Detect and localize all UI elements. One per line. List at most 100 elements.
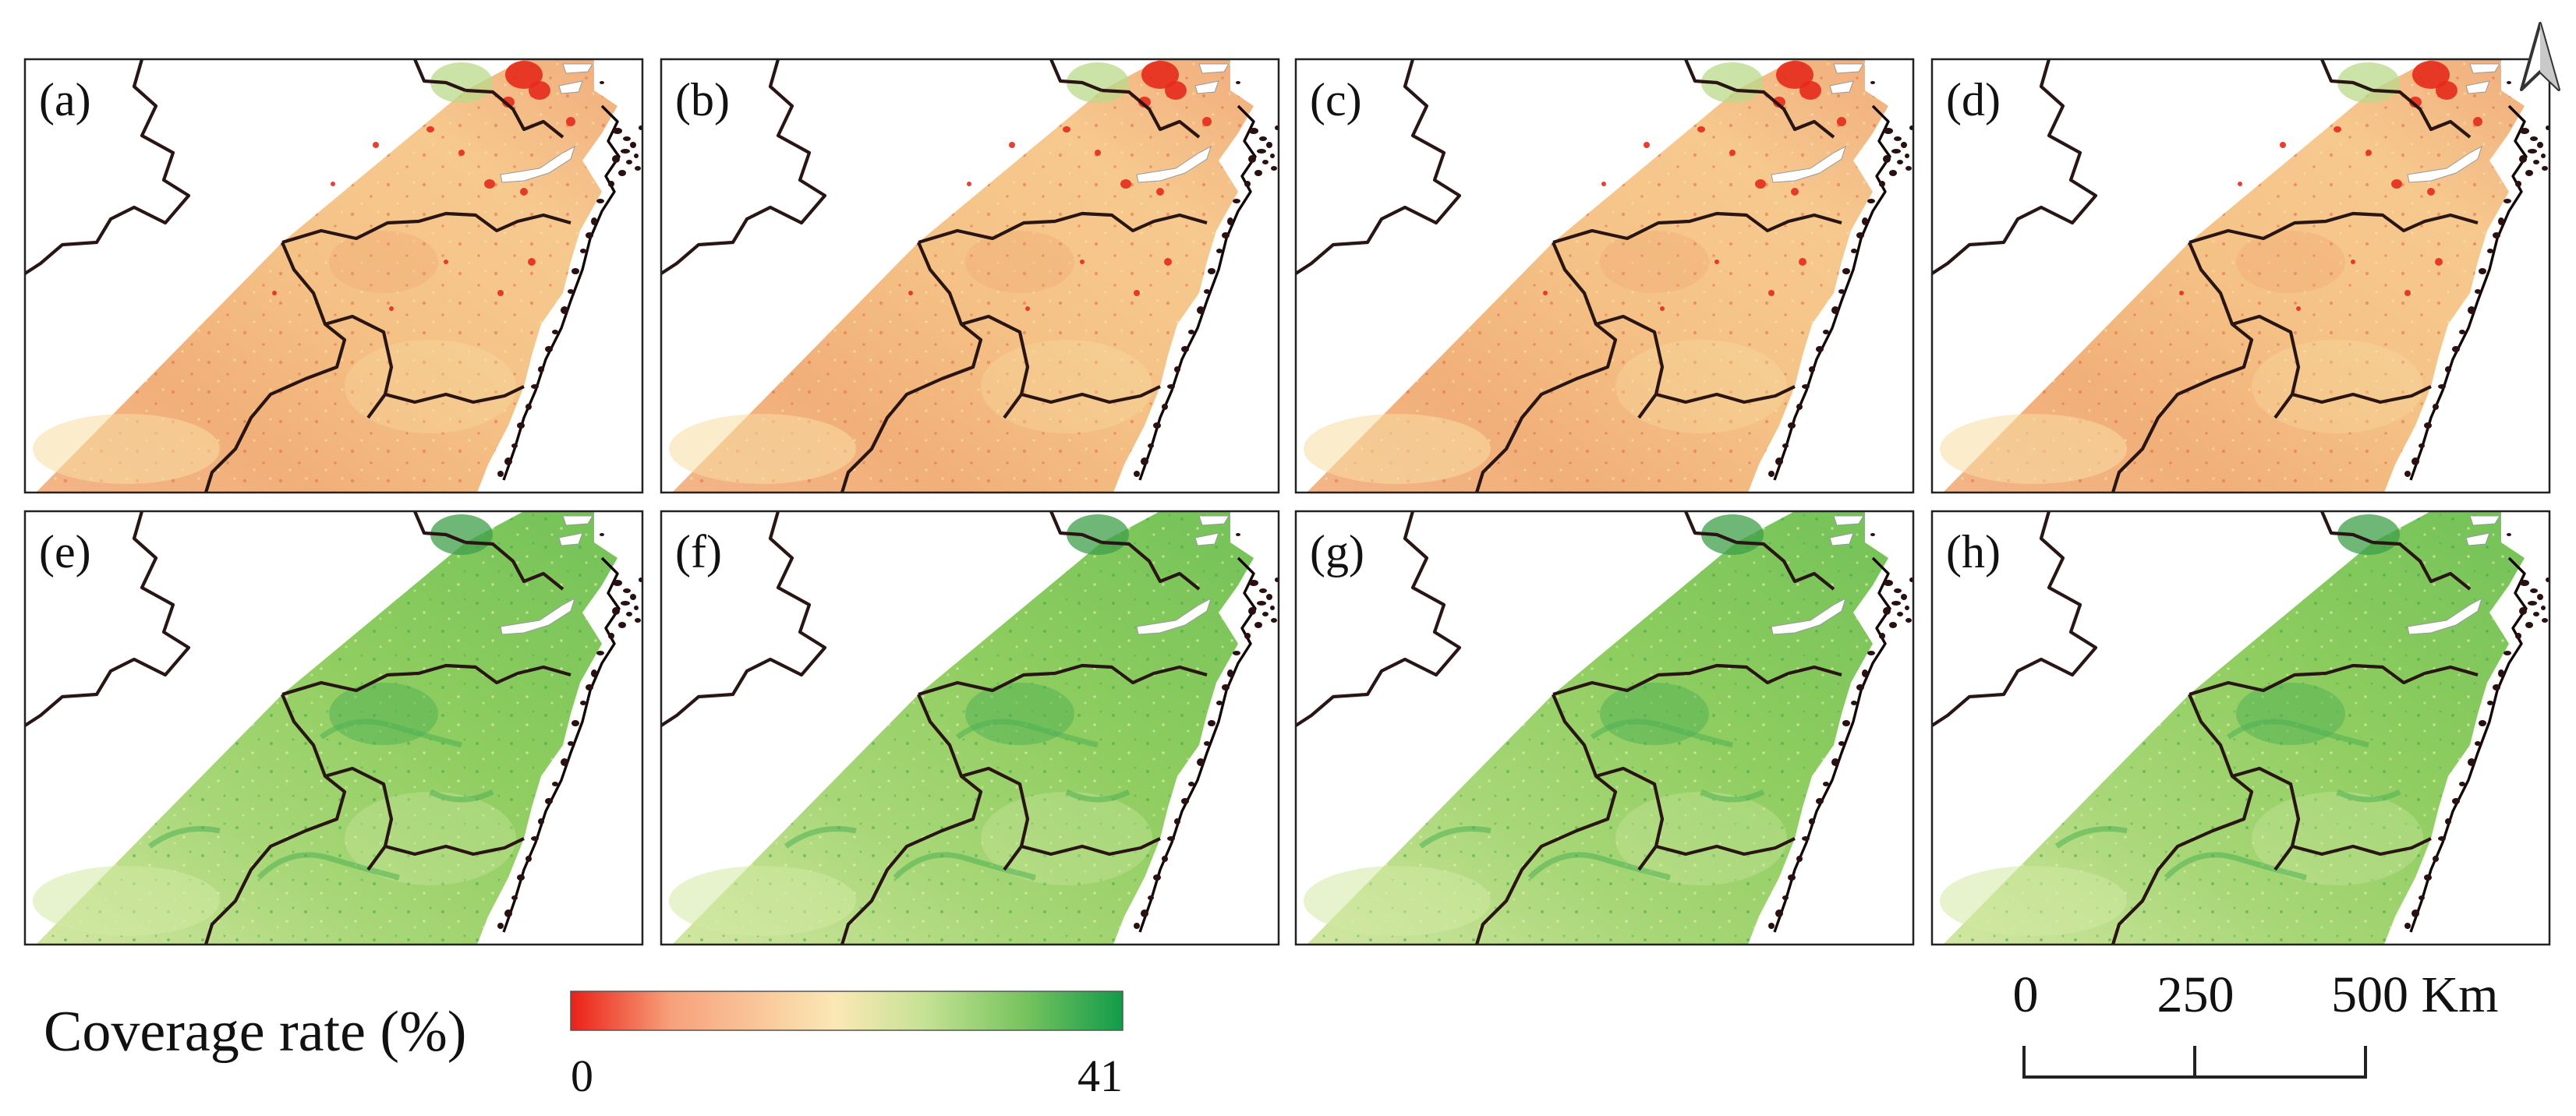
island xyxy=(1831,306,1839,314)
island xyxy=(580,249,586,253)
tone-zone xyxy=(345,340,516,433)
island xyxy=(2519,607,2527,615)
province-border xyxy=(281,663,571,697)
water-body xyxy=(1198,63,1230,74)
water-body xyxy=(1771,145,1846,183)
island xyxy=(630,594,636,600)
island xyxy=(2445,366,2451,373)
island xyxy=(1222,684,1230,690)
island xyxy=(1816,798,1824,804)
island xyxy=(1894,136,1902,141)
river-valley xyxy=(893,852,1036,881)
island xyxy=(2493,684,2500,690)
province-border xyxy=(1552,663,1842,697)
island xyxy=(2433,856,2439,862)
island xyxy=(1248,607,1256,615)
island xyxy=(1802,836,1810,841)
water-body xyxy=(500,145,575,183)
province-border xyxy=(918,211,1208,245)
island xyxy=(1259,136,1267,141)
island xyxy=(571,268,579,274)
island xyxy=(1867,199,1875,203)
province-border xyxy=(413,59,466,92)
island xyxy=(1867,651,1875,655)
island xyxy=(1802,384,1810,389)
urban-hotspot xyxy=(528,258,536,266)
island xyxy=(2433,404,2439,410)
panel-frame xyxy=(1930,58,2551,494)
island xyxy=(580,701,586,705)
island xyxy=(2507,81,2511,84)
province-border xyxy=(961,766,1030,871)
island xyxy=(1162,404,1168,410)
urban-hotspot xyxy=(1165,81,1187,100)
island xyxy=(2503,651,2511,655)
island xyxy=(1259,588,1267,593)
island xyxy=(511,895,518,900)
island xyxy=(538,818,544,825)
island xyxy=(1851,249,1857,253)
island xyxy=(621,601,630,606)
coverage-texture xyxy=(672,511,1254,945)
island xyxy=(525,404,532,410)
island xyxy=(538,366,544,373)
province-border xyxy=(1474,694,1618,945)
island xyxy=(497,923,504,929)
island xyxy=(2404,923,2411,929)
water-body xyxy=(1829,80,1854,94)
river-valley xyxy=(2226,719,2369,748)
province-border xyxy=(1932,511,2098,727)
island xyxy=(2528,601,2537,606)
urban-hotspot xyxy=(1837,117,1846,126)
water-body xyxy=(2465,532,2490,546)
legend-colorbar xyxy=(570,991,1123,1031)
tone-zone xyxy=(33,414,220,484)
island xyxy=(1153,422,1161,429)
urban-hotspot xyxy=(373,142,379,148)
panel-frame xyxy=(1294,510,1915,946)
urban-hotspot xyxy=(331,182,335,186)
island xyxy=(1856,232,1864,238)
urban-hotspot xyxy=(272,291,277,295)
province-border xyxy=(25,511,191,727)
water-body xyxy=(562,515,593,526)
island xyxy=(517,422,525,429)
tone-zone xyxy=(1304,414,1491,484)
island xyxy=(2468,758,2475,766)
tone-zone xyxy=(669,414,856,484)
island xyxy=(1823,782,1829,786)
tone-zone xyxy=(965,231,1074,293)
province-border xyxy=(1049,59,1102,92)
island xyxy=(2419,895,2425,900)
island xyxy=(1254,622,1262,628)
island xyxy=(504,909,512,917)
island xyxy=(2525,622,2533,628)
urban-hotspot xyxy=(2427,188,2435,196)
province-border xyxy=(465,88,564,139)
urban-hotspot xyxy=(1697,126,1705,132)
island xyxy=(626,612,632,616)
urban-hotspot xyxy=(1776,61,1813,89)
urban-hotspot xyxy=(2351,260,2355,264)
urban-hotspot xyxy=(1644,142,1650,148)
island xyxy=(591,217,597,225)
island xyxy=(2459,782,2465,786)
island xyxy=(1782,895,1789,900)
tone-zone xyxy=(1304,866,1491,936)
province-border xyxy=(1021,385,1161,404)
province-border xyxy=(961,314,1030,419)
river-valley xyxy=(2336,789,2401,803)
island xyxy=(1831,758,1839,766)
island xyxy=(2475,289,2481,294)
coverage-texture xyxy=(1307,511,1888,945)
urban-hotspot xyxy=(2238,182,2242,186)
legend: Coverage rate (%) 0 41 xyxy=(44,991,1123,1101)
map-panels: (a) (b) (c) (d) (e) (f) (g) (h) xyxy=(23,58,2551,946)
urban-hotspot xyxy=(1660,306,1665,311)
province-border xyxy=(1474,242,1618,493)
panel-frame xyxy=(23,58,644,494)
island xyxy=(1181,798,1189,804)
province-border xyxy=(1101,88,1201,139)
river-valley xyxy=(1590,719,1733,748)
